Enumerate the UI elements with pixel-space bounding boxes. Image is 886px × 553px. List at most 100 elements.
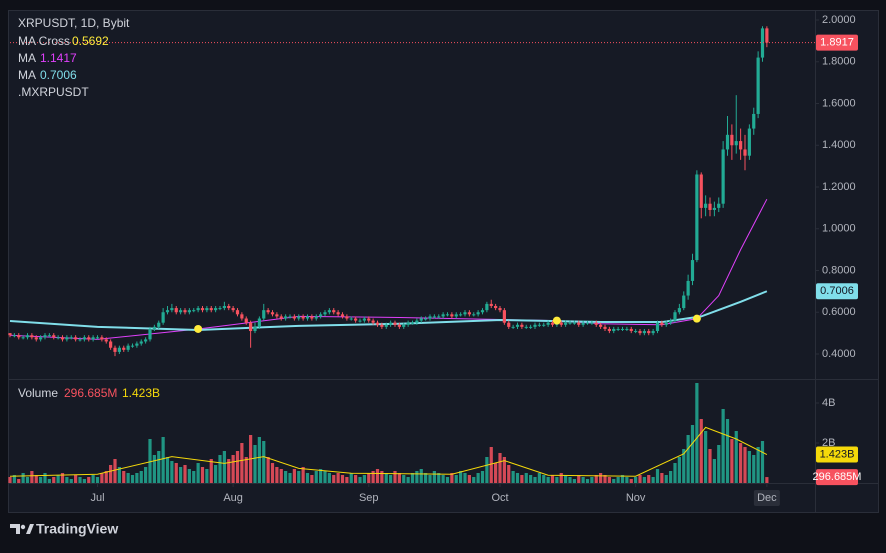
candle-body (612, 328, 616, 332)
volume-bar (480, 471, 485, 483)
volume-bar (743, 447, 747, 483)
candle-body (340, 314, 345, 317)
candle-body (498, 308, 502, 311)
volume-bar (25, 477, 30, 483)
volume-bar (135, 473, 139, 483)
candle-body (218, 308, 222, 310)
volume-bar (410, 473, 415, 483)
candle-body (734, 141, 738, 146)
axis-price-box (816, 34, 858, 51)
candle-body (375, 322, 380, 325)
volume-bar (712, 459, 716, 483)
candle-body (152, 326, 156, 329)
candle-body (550, 322, 555, 325)
volume-bar (747, 451, 751, 483)
candle-body (432, 316, 436, 318)
volume-bar (428, 475, 432, 483)
candle-body (625, 328, 629, 330)
volume-bar (327, 473, 331, 483)
volume-bar (367, 473, 371, 483)
volume-bar (240, 443, 244, 483)
candle-body (284, 316, 288, 319)
candle-body (634, 331, 638, 333)
volume-bar (424, 473, 428, 483)
volume-bar (144, 467, 148, 483)
volume-bar (130, 475, 135, 483)
candle-body (244, 318, 248, 323)
candle-body (209, 308, 213, 311)
y-tick-label: 1.2000 (822, 181, 856, 193)
candle-body (480, 310, 485, 313)
volume-bar (17, 479, 21, 483)
candle-body (157, 322, 161, 327)
candle-body (183, 310, 187, 313)
candle-body (739, 141, 743, 150)
candle-body (542, 324, 546, 326)
candle-body (669, 320, 673, 323)
volume-bar (419, 469, 423, 483)
volume-ma-line (9, 426, 768, 477)
volume-bar (297, 471, 301, 483)
volume-bar (82, 479, 86, 483)
candle-body (214, 308, 218, 311)
volume-bar (284, 471, 288, 483)
candle-body (95, 337, 100, 339)
volume-bar (165, 457, 170, 483)
candle-body (520, 324, 524, 327)
y-tick-label: 1.4000 (822, 139, 856, 151)
volume-bar (655, 469, 660, 483)
candle-body (362, 318, 366, 321)
volume-bar (266, 457, 270, 483)
candle-body (511, 326, 515, 328)
volume-bar (406, 477, 410, 483)
volume-bar (148, 439, 152, 483)
candle-body (354, 318, 358, 321)
volume-bar (393, 471, 397, 483)
volume-bar (262, 441, 266, 483)
volume-bar (126, 473, 130, 483)
volume-bar (485, 457, 489, 483)
volume-bar (756, 447, 760, 483)
volume-bar (30, 471, 34, 483)
volume-bar (445, 477, 450, 483)
symbol-label: .MXRPUSDT (18, 85, 89, 99)
candle-body (345, 316, 349, 319)
volume-bar (459, 471, 463, 483)
volume-bar (590, 477, 594, 483)
candle-body (642, 331, 646, 334)
y-tick-label: 2.0000 (822, 14, 856, 26)
candle-body (564, 322, 568, 325)
volume-bar (467, 475, 471, 483)
candle-body (257, 318, 261, 327)
brand-name: TradingView (36, 521, 118, 537)
candle-body (12, 335, 16, 337)
candle-body (205, 308, 209, 311)
ma-cross-dot (194, 324, 203, 333)
candle-body (122, 347, 126, 350)
candle-body (253, 326, 257, 332)
axis-price-box (816, 283, 858, 300)
candle-body (292, 316, 296, 319)
candle-body (288, 316, 292, 318)
volume-bar (12, 475, 16, 483)
y-tick-label: 0.8000 (822, 264, 856, 276)
volume-bar (673, 463, 677, 483)
candle-body (616, 328, 620, 330)
candle-body (437, 316, 441, 318)
axis-price-label: 296.685M (813, 471, 862, 483)
candle-body (428, 316, 432, 319)
volume-bar (21, 473, 25, 483)
volume-bar (384, 473, 388, 483)
candle-body (647, 331, 651, 334)
candle-body (533, 324, 537, 327)
candle-body (577, 322, 581, 325)
volume-bar (122, 471, 126, 483)
volume-bar (603, 475, 607, 483)
volume-bar (515, 473, 520, 483)
candle-body (301, 316, 305, 319)
axis-price-label: 1.8917 (820, 37, 854, 49)
volume-bar (52, 477, 56, 483)
x-tick-label: Oct (491, 492, 508, 504)
candle-body (607, 328, 611, 332)
volume-bar (104, 471, 108, 483)
